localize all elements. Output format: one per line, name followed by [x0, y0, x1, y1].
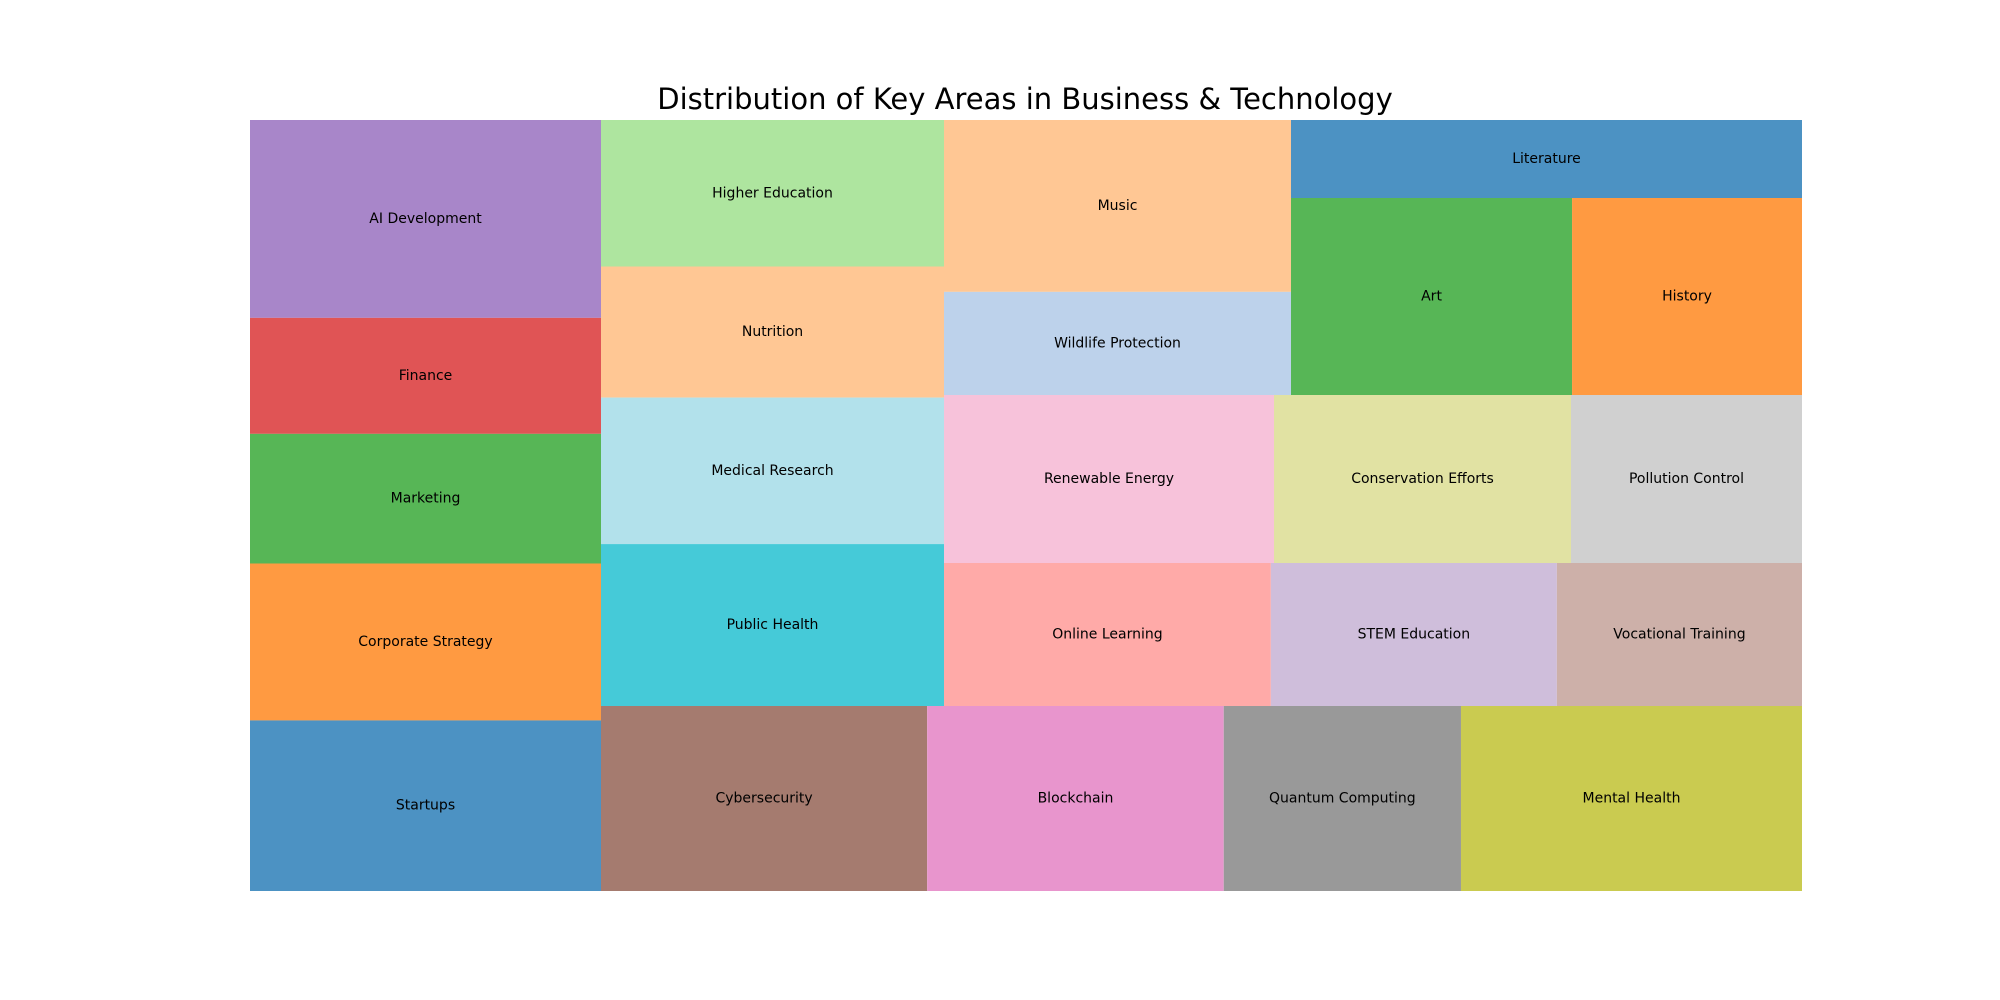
treemap-rect-wildlife-protection [944, 291, 1291, 395]
treemap-label-music: Music [1098, 198, 1138, 214]
treemap-cell-ai-development: AI Development [250, 120, 601, 318]
treemap-cell-online-learning: Online Learning [944, 563, 1271, 706]
treemap-label-corporate-strategy: Corporate Strategy [358, 634, 492, 650]
treemap-rect-art [1291, 198, 1573, 395]
treemap-cell-finance: Finance [250, 317, 601, 434]
treemap-rect-startups [250, 720, 601, 891]
treemap-cell-renewable-energy: Renewable Energy [944, 395, 1274, 563]
treemap-rect-stem-education [1270, 563, 1557, 706]
treemap-label-ai-development: AI Development [369, 211, 482, 227]
treemap-cell-history: History [1572, 198, 1802, 395]
treemap-cell-literature: Literature [1291, 120, 1802, 198]
treemap-label-cybersecurity: Cybersecurity [715, 791, 812, 807]
treemap-rect-online-learning [944, 563, 1271, 706]
treemap-rect-quantum-computing [1223, 706, 1461, 891]
treemap-label-public-health: Public Health [727, 617, 819, 633]
treemap-rect-nutrition [601, 266, 944, 398]
treemap-cell-nutrition: Nutrition [601, 266, 944, 398]
treemap-cell-mental-health: Mental Health [1460, 706, 1802, 891]
treemap-rect-renewable-energy [944, 395, 1274, 563]
treemap-label-mental-health: Mental Health [1583, 791, 1681, 807]
treemap-cell-stem-education: STEM Education [1270, 563, 1557, 706]
treemap-label-blockchain: Blockchain [1038, 791, 1114, 807]
treemap-rect-literature [1291, 120, 1802, 198]
treemap-rect-medical-research [601, 397, 944, 545]
treemap-label-art: Art [1421, 289, 1442, 305]
treemap-cell-medical-research: Medical Research [601, 397, 944, 545]
treemap-cell-startups: Startups [250, 720, 601, 891]
treemap-cell-higher-education: Higher Education [601, 120, 944, 267]
treemap-label-renewable-energy: Renewable Energy [1044, 471, 1174, 487]
treemap-cell-public-health: Public Health [601, 544, 944, 706]
treemap-label-vocational-training: Vocational Training [1613, 627, 1745, 643]
treemap-rect-cybersecurity [601, 706, 928, 891]
treemap-label-finance: Finance [399, 368, 453, 384]
treemap-rect-finance [250, 317, 601, 434]
treemap-cell-music: Music [944, 120, 1291, 292]
treemap-rect-ai-development [250, 120, 601, 318]
treemap-cell-blockchain: Blockchain [927, 706, 1224, 891]
treemap-label-conservation-efforts: Conservation Efforts [1351, 471, 1494, 487]
treemap-label-nutrition: Nutrition [742, 324, 803, 340]
treemap-label-higher-education: Higher Education [712, 185, 833, 201]
treemap-cell-corporate-strategy: Corporate Strategy [250, 563, 601, 721]
treemap-cell-marketing: Marketing [250, 433, 601, 564]
treemap-rect-blockchain [927, 706, 1224, 891]
treemap-label-pollution-control: Pollution Control [1629, 471, 1744, 487]
treemap-label-online-learning: Online Learning [1052, 627, 1162, 643]
treemap-rect-public-health [601, 544, 944, 706]
treemap-rect-marketing [250, 433, 601, 564]
treemap-rect-music [944, 120, 1291, 292]
treemap-rect-mental-health [1460, 706, 1802, 891]
treemap-rect-conservation-efforts [1274, 395, 1571, 563]
treemap-cell-cybersecurity: Cybersecurity [601, 706, 928, 891]
treemap-cell-quantum-computing: Quantum Computing [1223, 706, 1461, 891]
treemap-label-stem-education: STEM Education [1358, 627, 1471, 643]
treemap-cell-conservation-efforts: Conservation Efforts [1274, 395, 1571, 563]
treemap-rect-corporate-strategy [250, 563, 601, 721]
treemap-rect-history [1572, 198, 1802, 395]
treemap-cell-vocational-training: Vocational Training [1556, 563, 1802, 706]
treemap-cell-art: Art [1291, 198, 1573, 395]
treemap-label-medical-research: Medical Research [711, 463, 833, 479]
treemap-cell-pollution-control: Pollution Control [1571, 395, 1802, 563]
treemap-rect-vocational-training [1556, 563, 1802, 706]
treemap-label-literature: Literature [1512, 151, 1581, 167]
treemap-cell-wildlife-protection: Wildlife Protection [944, 291, 1291, 395]
treemap-label-history: History [1662, 289, 1712, 305]
treemap-label-startups: Startups [396, 798, 455, 814]
chart-title: Distribution of Key Areas in Business & … [657, 82, 1393, 116]
treemap-rect-higher-education [601, 120, 944, 267]
treemap-label-wildlife-protection: Wildlife Protection [1054, 335, 1181, 351]
treemap-label-marketing: Marketing [391, 491, 461, 507]
treemap-rect-pollution-control [1571, 395, 1802, 563]
treemap-label-quantum-computing: Quantum Computing [1269, 791, 1416, 807]
